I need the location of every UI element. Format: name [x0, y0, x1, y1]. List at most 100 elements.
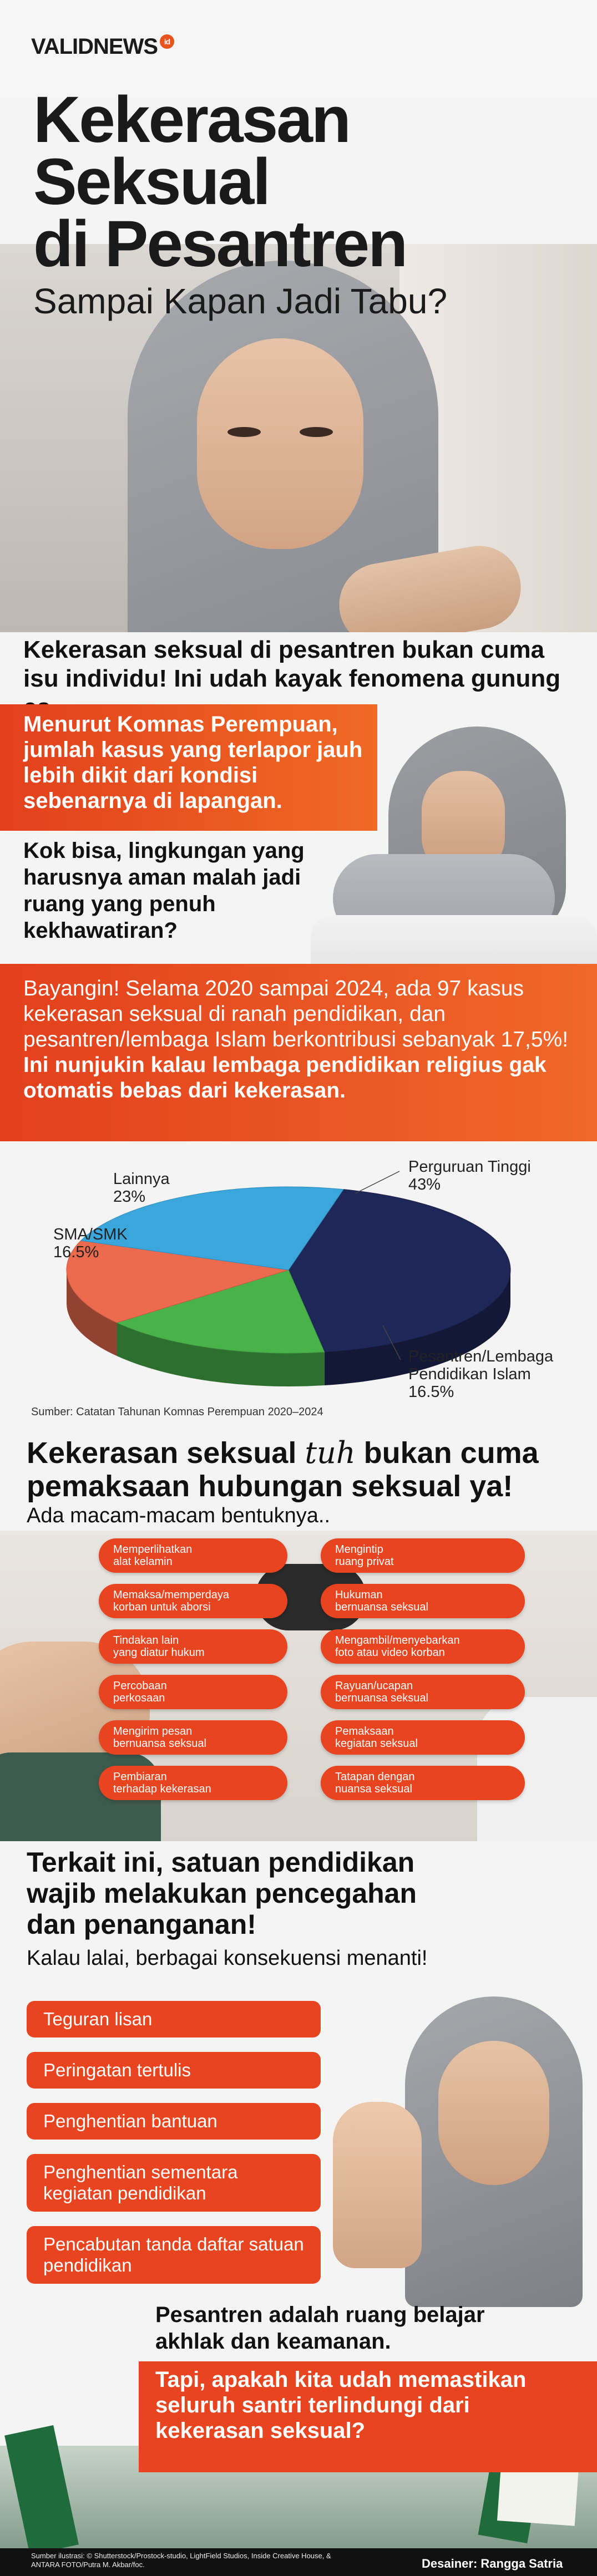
pill-line: bernuansa seksual: [335, 1692, 428, 1704]
pill-line: yang diatur hukum: [113, 1647, 205, 1659]
hero-face: [197, 338, 363, 549]
title-block: Kekerasan Seksual di Pesantren Sampai Ka…: [33, 83, 566, 322]
closing-statement: Pesantren adalah ruang belajar akhlak da…: [155, 2303, 485, 2354]
pie-slice-2: [66, 1240, 289, 1323]
forms-title: Kekerasan seksual tuh bukan cuma pemaksa…: [27, 1436, 581, 1503]
footer: [0, 2548, 597, 2576]
violence-form-pill: Hukuman bernuansa seksual: [321, 1584, 525, 1618]
sanction-item: Teguran lisan: [27, 2001, 321, 2038]
forms-title-part2: bukan cuma pemaksaan hubungan seksual ya…: [27, 1436, 539, 1503]
logo-text: VALIDNEWS: [31, 34, 158, 59]
brand-logo[interactable]: VALIDNEWS id: [31, 34, 175, 59]
label-lainnya-value: 23%: [113, 1188, 146, 1206]
pill-line: ruang privat: [335, 1556, 394, 1568]
pill-line: Mengambil/menyebarkan: [335, 1634, 460, 1647]
closing-band: [139, 2361, 597, 2472]
label-sma: SMA/SMK 16.5%: [53, 1226, 128, 1261]
violence-form-pill: Tatapan dengan nuansa seksual: [321, 1766, 525, 1800]
closing-question: Tapi, apakah kita udah memastikan seluru…: [155, 2367, 527, 2443]
pill-line: Pemaksaan: [335, 1725, 394, 1737]
designer-credit: Desainer: Rangga Satria: [422, 2557, 563, 2570]
pie-slice-side-2: [67, 1270, 117, 1356]
header: VALIDNEWS id: [0, 0, 597, 100]
violence-form-pill: Mengambil/menyebarkan foto atau video kor…: [321, 1629, 525, 1664]
label-lainnya: Lainnya 23%: [113, 1170, 170, 1206]
hero-photo: [0, 244, 597, 632]
label-perguruan-tinggi: Perguruan Tinggi 43%: [408, 1158, 531, 1193]
pill-line: Hukuman: [335, 1589, 383, 1601]
chart-source: Sumber: Catatan Tahunan Komnas Perempuan…: [31, 1406, 323, 1418]
pill-line: Tatapan dengan: [335, 1771, 415, 1783]
label-pesantren-name1: Pesantren/Lembaga: [408, 1348, 554, 1365]
page-title-line1: Kekerasan Seksual: [33, 83, 351, 219]
pie-slice-3: [80, 1186, 344, 1271]
intro-text: Kekerasan seksual di pesantren bukan cum…: [23, 636, 561, 721]
forms-title-italic: tuh: [305, 1435, 356, 1470]
sanction-item: Penghentian bantuan: [27, 2103, 321, 2140]
pill-line: Mengirim pesan: [113, 1725, 193, 1737]
leader-line-1: [382, 1325, 401, 1360]
pill-line: terhadap kekerasan: [113, 1783, 211, 1795]
pill-line: kegiatan seksual: [335, 1737, 418, 1750]
sanction-item: Penghentian sementara kegiatan pendidika…: [27, 2154, 321, 2212]
violence-form-pill: Rayuan/ucapan bernuansa seksual: [321, 1675, 525, 1709]
violence-form-pill: Memperlihatkan alat kelamin: [99, 1538, 287, 1573]
label-pt-value: 43%: [408, 1176, 441, 1193]
stop-woman-illustration: [311, 1996, 597, 2307]
pie-slice-1: [116, 1269, 325, 1354]
label-pesantren: Pesantren/Lembaga Pendidikan Islam 16.5%: [408, 1348, 553, 1401]
logo-badge: id: [160, 34, 175, 49]
komnas-note: Menurut Komnas Perempuan, jumlah kasus y…: [23, 712, 363, 813]
komnas-band: [0, 704, 377, 831]
pill-line: Percobaan: [113, 1680, 167, 1692]
violence-form-pill: Mengirim pesan bernuansa seksual: [99, 1720, 287, 1755]
prevention-title: Terkait ini, satuan pendidikan wajib mel…: [27, 1847, 417, 1940]
violence-form-pill: Pembiaran terhadap kekerasan: [99, 1766, 287, 1800]
violence-form-pill: Pemaksaan kegiatan seksual: [321, 1720, 525, 1755]
sanction-item: Pencabutan tanda daftar satuan pendidika…: [27, 2226, 321, 2284]
sanction-item: Peringatan tertulis: [27, 2052, 321, 2089]
label-sma-name: SMA/SMK: [53, 1226, 128, 1243]
pill-line: Tindakan lain: [113, 1634, 179, 1647]
violence-form-pill: Mengintip ruang privat: [321, 1538, 525, 1573]
label-pesantren-value: 16.5%: [408, 1383, 454, 1401]
label-pesantren-name2: Pendidikan Islam: [408, 1365, 531, 1383]
label-lainnya-name: Lainnya: [113, 1170, 170, 1188]
stats-text-block: Bayangin! Selama 2020 sampai 2024, ada 9…: [23, 976, 578, 1104]
pie-chart-svg: [66, 1171, 511, 1386]
page-title-line2: di Pesantren: [33, 207, 408, 281]
pill-line: Mengintip: [335, 1543, 383, 1556]
pie-slice-0: [288, 1189, 511, 1353]
pill-line: korban untuk aborsi: [113, 1601, 211, 1613]
hero-eye-left: [227, 427, 261, 437]
pill-line: nuansa seksual: [335, 1783, 412, 1795]
label-pt-name: Perguruan Tinggi: [408, 1158, 531, 1176]
page-subtitle: Sampai Kapan Jadi Tabu?: [33, 281, 448, 321]
image-credit: Sumber ilustrasi: © Shutterstock/Prostoc…: [31, 2552, 331, 2569]
question-text: Kok bisa, lingkungan yang harusnya aman …: [23, 839, 305, 943]
pill-line: bernuansa seksual: [113, 1737, 206, 1750]
stats-band: [0, 964, 597, 1141]
stats-text: Bayangin! Selama 2020 sampai 2024, ada 9…: [23, 977, 569, 1051]
w2-face: [438, 2041, 549, 2185]
pill-line: foto atau video korban: [335, 1647, 445, 1659]
violence-form-pill: Percobaan perkosaan: [99, 1675, 287, 1709]
leader-line-0: [355, 1171, 400, 1194]
stop-hand: [333, 2102, 422, 2268]
forms-subtitle: Ada macam-macam bentuknya..: [27, 1504, 331, 1527]
pie-slice-side-1: [117, 1323, 325, 1386]
stats-emphasis: Ini nunjukin kalau lembaga pendidikan re…: [23, 1053, 547, 1102]
pill-line: Memperlihatkan: [113, 1543, 193, 1556]
pie-chart: Lainnya 23% SMA/SMK 16.5% Perguruan Ting…: [0, 1142, 597, 1434]
violence-form-pill: Tindakan lain yang diatur hukum: [99, 1629, 287, 1664]
violence-form-pill: Memaksa/memperdaya korban untuk aborsi: [99, 1584, 287, 1618]
pill-line: Pembiaran: [113, 1771, 167, 1783]
pill-line: alat kelamin: [113, 1556, 173, 1568]
prevention-subtitle: Kalau lalai, berbagai konsekuensi menant…: [27, 1947, 428, 1970]
pill-line: Memaksa/memperdaya: [113, 1589, 229, 1601]
pill-line: Rayuan/ucapan: [335, 1680, 413, 1692]
label-sma-value: 16.5%: [53, 1243, 99, 1261]
forms-title-part1: Kekerasan seksual: [27, 1436, 305, 1470]
pill-line: bernuansa seksual: [335, 1601, 428, 1613]
